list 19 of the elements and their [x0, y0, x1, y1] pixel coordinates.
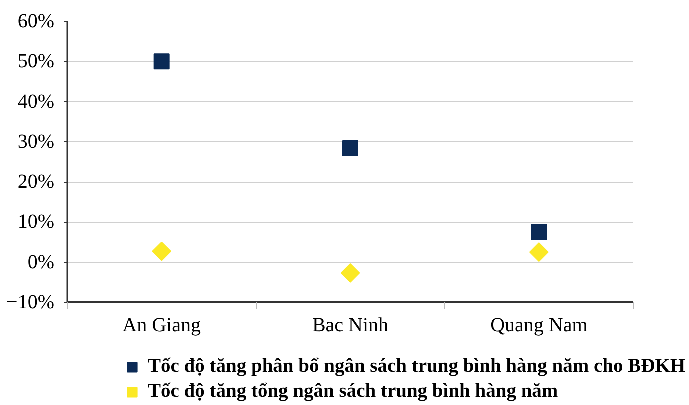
x-tick-label: Quang Nam: [490, 314, 588, 336]
y-tick-label: 30%: [18, 130, 55, 153]
legend-label: Tốc độ tăng tổng ngân sách trung bình hàng năm: [148, 380, 558, 404]
y-tick-label: −10%: [6, 292, 55, 314]
y-tick-label: 60%: [18, 10, 55, 32]
point: [152, 242, 172, 262]
point: [342, 140, 358, 156]
y-tick-label: 20%: [18, 171, 55, 194]
x-tick-label: Bac Ninh: [312, 314, 389, 336]
point: [531, 224, 548, 240]
point: [340, 264, 360, 283]
legend-label: Tốc độ tăng phân bổ ngân sách trung bình hàng năm cho BĐKH: [148, 355, 686, 379]
y-tick-label: 40%: [18, 90, 55, 113]
y-tick-label: 0%: [28, 251, 55, 274]
x-tick-label: An Giang: [122, 314, 201, 336]
point: [529, 242, 549, 262]
point: [154, 54, 170, 70]
y-tick-label: 10%: [18, 211, 55, 234]
y-tick-label: 50%: [18, 50, 55, 73]
